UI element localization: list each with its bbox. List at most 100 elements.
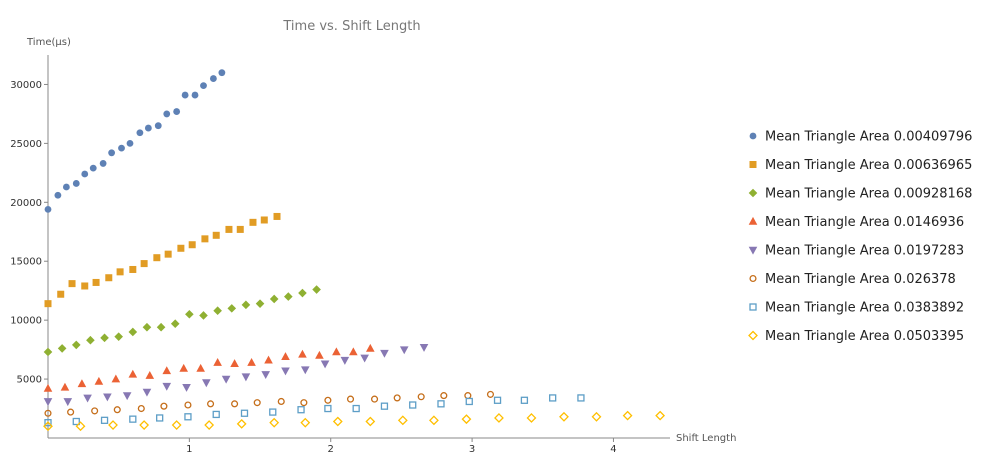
- data-point: [300, 399, 308, 407]
- data-point: [118, 144, 125, 152]
- data-point: [225, 225, 233, 233]
- data-point: [261, 371, 270, 379]
- data-point: [417, 393, 425, 401]
- data-point: [249, 218, 257, 226]
- data-point: [204, 420, 215, 430]
- data-point: [247, 357, 256, 366]
- data-point: [43, 347, 53, 357]
- legend-marker: [748, 216, 758, 225]
- data-point: [365, 416, 376, 427]
- data-point: [162, 366, 172, 375]
- data-point: [393, 394, 401, 402]
- series-1: [44, 69, 226, 213]
- data-point: [212, 231, 220, 239]
- data-point: [72, 180, 80, 187]
- data-point: [493, 396, 502, 404]
- legend-label: Mean Triangle Area 0.0503395: [765, 329, 964, 344]
- data-point: [332, 347, 341, 356]
- data-point: [253, 399, 261, 407]
- data-point: [320, 360, 330, 369]
- data-point: [324, 404, 332, 413]
- data-point: [94, 376, 104, 385]
- data-point: [43, 421, 53, 432]
- data-point: [77, 379, 87, 388]
- data-point: [380, 349, 389, 358]
- data-point: [113, 406, 121, 414]
- data-point: [281, 367, 290, 376]
- data-point: [191, 91, 199, 99]
- data-point: [218, 69, 226, 77]
- data-point: [188, 241, 196, 249]
- data-point: [145, 370, 155, 379]
- data-point: [370, 395, 379, 403]
- data-point: [57, 290, 65, 298]
- data-point: [269, 417, 280, 428]
- data-point: [181, 91, 189, 99]
- legend-label: Mean Triangle Area 0.0146936: [765, 215, 964, 230]
- data-point: [173, 108, 181, 115]
- legend-marker: [749, 161, 757, 168]
- data-point: [44, 300, 52, 308]
- data-point: [100, 333, 109, 343]
- data-point: [182, 384, 191, 392]
- data-point: [126, 139, 134, 147]
- series-7: [44, 394, 585, 427]
- data-point: [128, 369, 138, 378]
- y-axis-label: Time(μs): [26, 37, 71, 48]
- data-point: [332, 416, 343, 427]
- data-point: [202, 379, 211, 388]
- series-2: [44, 212, 281, 308]
- data-point: [63, 398, 73, 407]
- data-point: [298, 349, 307, 358]
- legend-label: Mean Triangle Area 0.026378: [765, 272, 956, 287]
- data-point: [44, 205, 52, 213]
- data-point: [360, 354, 369, 363]
- y-tick-label: 5000: [17, 375, 42, 386]
- legend-label: Mean Triangle Area 0.00636965: [765, 158, 972, 173]
- data-point: [277, 397, 285, 406]
- series-5: [43, 343, 429, 407]
- data-point: [163, 110, 171, 118]
- data-point: [103, 393, 112, 402]
- data-point: [171, 420, 182, 430]
- data-point: [86, 335, 95, 345]
- data-point: [62, 183, 70, 191]
- data-point: [60, 382, 70, 391]
- data-point: [346, 395, 355, 403]
- data-point: [269, 408, 277, 416]
- x-tick-label: 4: [610, 444, 616, 455]
- x-tick-label: 2: [328, 444, 334, 455]
- data-point: [184, 401, 192, 409]
- series-4: [43, 343, 375, 392]
- data-point: [179, 363, 189, 372]
- data-point: [144, 124, 152, 132]
- data-point: [230, 359, 239, 368]
- series-3: [43, 285, 321, 357]
- data-point: [577, 394, 585, 402]
- data-point: [108, 420, 118, 430]
- data-point: [91, 407, 99, 415]
- data-point: [260, 216, 268, 224]
- data-point: [162, 382, 172, 391]
- data-point: [221, 375, 231, 384]
- data-point: [281, 352, 290, 360]
- data-point: [591, 411, 602, 422]
- data-point: [100, 416, 109, 424]
- legend-label: Mean Triangle Area 0.0197283: [765, 244, 964, 259]
- data-point: [207, 400, 215, 408]
- data-point: [409, 401, 417, 409]
- data-point: [142, 322, 152, 332]
- data-point: [486, 390, 495, 398]
- data-point: [83, 394, 92, 403]
- series-6: [44, 390, 495, 417]
- data-point: [526, 413, 537, 423]
- data-point: [81, 282, 89, 290]
- data-point: [300, 417, 311, 428]
- data-point: [201, 235, 209, 243]
- legend-marker: [748, 330, 758, 341]
- data-point: [273, 212, 281, 220]
- data-point: [269, 294, 279, 304]
- data-point: [137, 404, 145, 413]
- data-point: [142, 388, 152, 397]
